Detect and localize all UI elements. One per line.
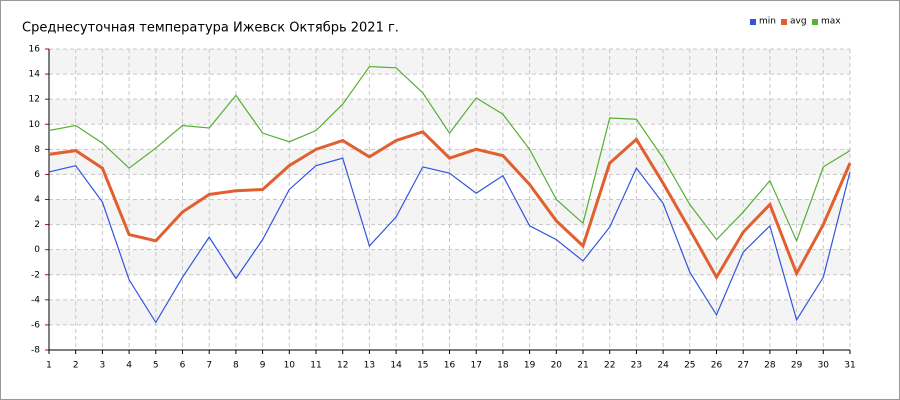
x-tick-label: 19 bbox=[524, 361, 536, 371]
x-tick-label: 17 bbox=[470, 361, 481, 371]
y-tick-label: -6 bbox=[31, 320, 40, 330]
x-tick-label: 15 bbox=[417, 361, 428, 371]
x-tick-label: 21 bbox=[577, 361, 588, 371]
x-tick-label: 31 bbox=[844, 361, 855, 371]
x-tick-label: 11 bbox=[310, 361, 321, 371]
x-tick-label: 28 bbox=[764, 361, 776, 371]
x-tick-label: 2 bbox=[73, 361, 79, 371]
y-tick-label: 14 bbox=[29, 70, 41, 80]
x-tick-label: 8 bbox=[233, 361, 239, 371]
x-tick-label: 22 bbox=[604, 361, 615, 371]
series-line bbox=[48, 130, 852, 281]
x-tick-label: 27 bbox=[737, 361, 748, 371]
x-tick-label: 23 bbox=[631, 361, 642, 371]
x-tick-label: 6 bbox=[180, 361, 186, 371]
y-tick-label: 0 bbox=[34, 245, 40, 255]
y-tick-label: 2 bbox=[34, 220, 40, 230]
x-tick-label: 1 bbox=[46, 361, 52, 371]
x-tick-label: 24 bbox=[657, 361, 669, 371]
y-tick-label: 8 bbox=[34, 145, 40, 155]
x-tick-label: 5 bbox=[153, 361, 159, 371]
x-tick-label: 29 bbox=[791, 361, 803, 371]
x-tick-label: 14 bbox=[390, 361, 402, 371]
y-tick-label: 6 bbox=[34, 170, 40, 180]
x-tick-label: 30 bbox=[818, 361, 830, 371]
x-tick-label: 26 bbox=[711, 361, 723, 371]
legend-swatch bbox=[781, 19, 787, 25]
x-tick-label: 12 bbox=[337, 361, 348, 371]
x-tick-label: 20 bbox=[551, 361, 563, 371]
x-tick-label: 4 bbox=[126, 361, 132, 371]
legend-label: max bbox=[821, 17, 841, 27]
x-tick-label: 9 bbox=[260, 361, 266, 371]
y-tick-label: -2 bbox=[31, 270, 40, 280]
x-tick-label: 10 bbox=[284, 361, 296, 371]
legend-label: min bbox=[759, 17, 776, 27]
x-tick-label: 18 bbox=[497, 361, 509, 371]
y-tick-label: 4 bbox=[34, 195, 40, 205]
chart-title: Среднесуточная температура Ижевск Октябр… bbox=[22, 21, 399, 36]
legend-swatch bbox=[750, 19, 756, 25]
x-tick-label: 3 bbox=[100, 361, 106, 371]
x-tick-label: 13 bbox=[364, 361, 375, 371]
legend-label: avg bbox=[790, 17, 807, 27]
y-tick-label: 10 bbox=[29, 120, 41, 130]
x-tick-label: 16 bbox=[444, 361, 456, 371]
legend-swatch bbox=[812, 19, 818, 25]
series-line bbox=[48, 65, 851, 243]
y-tick-label: 16 bbox=[29, 45, 41, 55]
series-line bbox=[48, 157, 851, 324]
y-tick-label: -8 bbox=[31, 346, 40, 356]
grid-band bbox=[49, 49, 850, 75]
y-tick-label: -4 bbox=[31, 295, 40, 305]
x-tick-label: 7 bbox=[206, 361, 212, 371]
y-tick-label: 12 bbox=[29, 95, 40, 105]
x-tick-label: 25 bbox=[684, 361, 695, 371]
